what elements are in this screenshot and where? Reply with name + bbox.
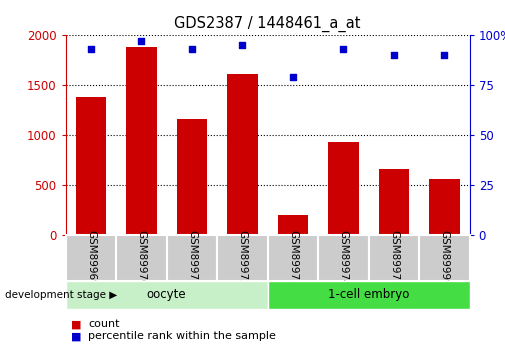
Bar bbox=[369, 235, 419, 281]
Title: GDS2387 / 1448461_a_at: GDS2387 / 1448461_a_at bbox=[174, 16, 361, 32]
Text: GSM89974: GSM89974 bbox=[338, 229, 348, 286]
Bar bbox=[268, 281, 470, 309]
Text: GSM89971: GSM89971 bbox=[187, 229, 197, 286]
Text: GSM89973: GSM89973 bbox=[288, 229, 298, 286]
Text: GSM89975: GSM89975 bbox=[389, 229, 399, 286]
Bar bbox=[66, 235, 116, 281]
Text: GSM89972: GSM89972 bbox=[237, 229, 247, 286]
Bar bbox=[167, 235, 217, 281]
Text: oocyte: oocyte bbox=[147, 288, 186, 302]
Text: percentile rank within the sample: percentile rank within the sample bbox=[88, 332, 276, 341]
Text: ■: ■ bbox=[71, 319, 81, 329]
Point bbox=[238, 42, 246, 47]
Text: development stage ▶: development stage ▶ bbox=[5, 290, 117, 300]
Bar bbox=[76, 97, 106, 235]
Bar bbox=[217, 235, 268, 281]
Point bbox=[289, 74, 297, 79]
Bar bbox=[177, 119, 207, 235]
Bar bbox=[126, 47, 157, 235]
Text: GSM89969: GSM89969 bbox=[86, 229, 96, 286]
Point bbox=[440, 52, 448, 57]
Text: 1-cell embryo: 1-cell embryo bbox=[328, 288, 410, 302]
Text: GSM89970: GSM89970 bbox=[136, 229, 146, 286]
Bar bbox=[379, 169, 409, 235]
Point bbox=[339, 46, 347, 51]
Bar bbox=[318, 235, 369, 281]
Point bbox=[87, 46, 95, 51]
Bar bbox=[268, 235, 318, 281]
Bar bbox=[328, 141, 359, 235]
Bar bbox=[278, 215, 308, 235]
Bar bbox=[419, 235, 470, 281]
Point bbox=[137, 38, 145, 43]
Point bbox=[188, 46, 196, 51]
Bar bbox=[66, 281, 268, 309]
Bar bbox=[429, 179, 460, 235]
Point bbox=[390, 52, 398, 57]
Text: ■: ■ bbox=[71, 332, 81, 341]
Text: GSM89999: GSM89999 bbox=[439, 229, 449, 286]
Bar bbox=[227, 73, 258, 235]
Text: count: count bbox=[88, 319, 120, 329]
Bar bbox=[116, 235, 167, 281]
